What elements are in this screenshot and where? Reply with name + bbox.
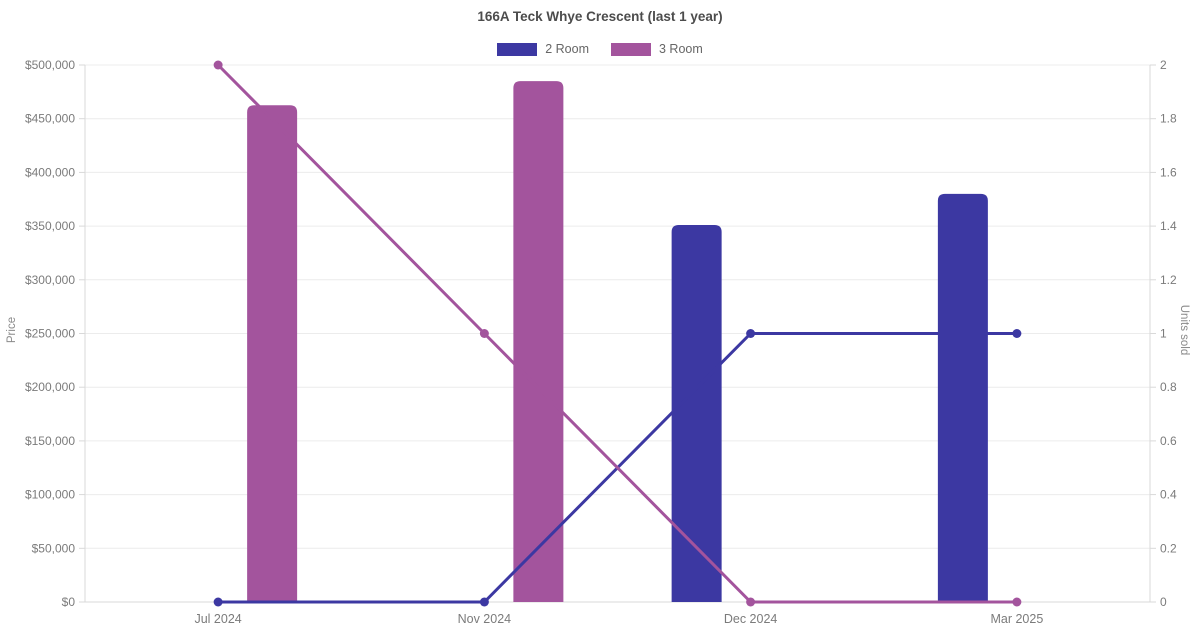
chart-legend: 2 Room 3 Room	[0, 42, 1200, 56]
legend-swatch-2-room	[497, 42, 538, 56]
left-axis-tick-label: $300,000	[25, 273, 75, 287]
right-axis-tick-label: 0.4	[1160, 488, 1177, 502]
point-2-room-nov-2024[interactable]	[479, 597, 489, 607]
point-3-room-mar-2025[interactable]	[1012, 597, 1022, 607]
bar-3-room-nov-2024[interactable]	[513, 81, 564, 603]
left-axis-tick-label: $0	[62, 595, 76, 609]
x-axis-tick-label: Mar 2025	[990, 612, 1043, 626]
left-axis-tick-label: $350,000	[25, 219, 75, 233]
point-2-room-jul-2024[interactable]	[213, 597, 223, 607]
x-axis-tick-label: Jul 2024	[194, 612, 241, 626]
right-axis-tick-label: 1.4	[1160, 219, 1177, 233]
bar-3-room-jul-2024[interactable]	[247, 105, 298, 603]
legend-swatch-3-room	[611, 42, 651, 56]
left-axis-tick-label: $450,000	[25, 112, 75, 126]
legend-item-3-room[interactable]: 3 Room	[611, 42, 703, 56]
right-axis-tick-label: 0.6	[1160, 434, 1177, 448]
legend-item-2-room[interactable]: 2 Room	[497, 42, 589, 56]
right-axis-tick-label: 0.2	[1160, 541, 1177, 555]
point-2-room-dec-2024[interactable]	[746, 329, 756, 338]
bar-2-room-dec-2024[interactable]	[671, 225, 722, 602]
line-3-room[interactable]	[217, 63, 1017, 604]
left-axis-tick-label: $500,000	[25, 58, 75, 72]
right-axis-tick-label: 1.2	[1160, 273, 1177, 287]
left-axis-tick-label: $100,000	[25, 488, 75, 502]
point-3-room-jul-2024[interactable]	[213, 60, 223, 70]
chart-title: 166A Teck Whye Crescent (last 1 year)	[477, 9, 723, 24]
right-axis-tick-label: 2	[1160, 58, 1167, 72]
right-axis-tick-label: 1.8	[1160, 112, 1177, 126]
point-3-room-dec-2024[interactable]	[746, 597, 756, 607]
left-axis-tick-label: $250,000	[25, 327, 75, 341]
point-3-room-nov-2024[interactable]	[479, 329, 489, 338]
left-axis-tick-label: $400,000	[25, 165, 75, 179]
right-axis-tick-label: 1.6	[1160, 165, 1177, 179]
point-2-room-mar-2025[interactable]	[1012, 329, 1022, 338]
x-axis-tick-label: Nov 2024	[458, 612, 512, 626]
right-axis-tick-label: 0.8	[1160, 380, 1177, 394]
left-axis-tick-label: $50,000	[32, 541, 76, 555]
legend-label-3-room: 3 Room	[659, 42, 703, 56]
left-axis-tick-label: $150,000	[25, 434, 75, 448]
bar-2-room-mar-2025[interactable]	[937, 193, 988, 602]
legend-label-2-room: 2 Room	[545, 42, 589, 56]
right-axis-tick-label: 0	[1160, 595, 1167, 609]
right-axis-tick-label: 1	[1160, 327, 1167, 341]
left-axis-tick-label: $200,000	[25, 380, 75, 394]
x-axis-tick-label: Dec 2024	[724, 612, 778, 626]
